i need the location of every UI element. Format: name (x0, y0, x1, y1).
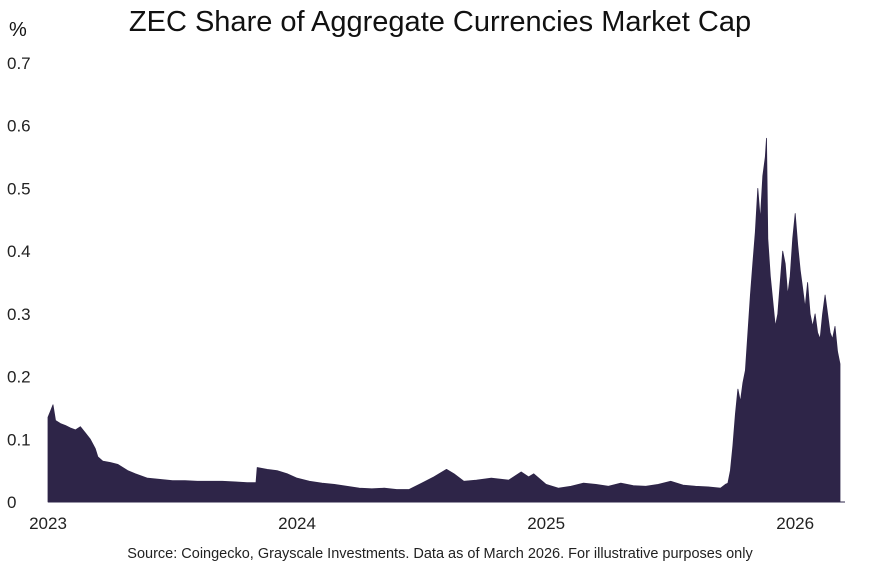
y-tick-label: 0.4 (7, 242, 31, 261)
chart-title: ZEC Share of Aggregate Currencies Market… (129, 6, 751, 38)
plot-area (47, 137, 841, 503)
x-tick-label: 2023 (29, 514, 67, 533)
y-axis-ticks: 0 0.1 0.2 0.3 0.4 0.5 0.6 0.7 (7, 54, 31, 512)
y-axis-unit-label: % (9, 19, 27, 41)
y-tick-label: 0.3 (7, 305, 31, 324)
x-tick-label: 2025 (527, 514, 565, 533)
y-tick-label: 0.7 (7, 54, 31, 73)
x-tick-label: 2026 (776, 514, 814, 533)
x-axis-ticks: 2023 2024 2025 2026 (29, 514, 814, 533)
y-tick-label: 0.6 (7, 117, 31, 136)
area-series-zec-share (47, 137, 841, 503)
source-note: Source: Coingecko, Grayscale Investments… (127, 546, 753, 562)
y-tick-label: 0 (7, 493, 16, 512)
y-tick-label: 0.2 (7, 368, 31, 387)
y-tick-label: 0.5 (7, 179, 31, 198)
x-tick-label: 2024 (278, 514, 316, 533)
y-tick-label: 0.1 (7, 430, 31, 449)
